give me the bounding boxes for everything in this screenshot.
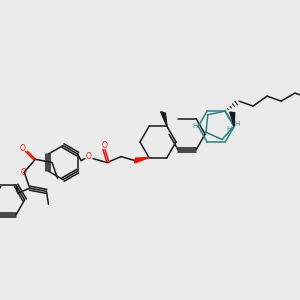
Text: O: O — [20, 144, 25, 153]
Text: H: H — [235, 122, 240, 128]
Text: H: H — [227, 126, 232, 132]
Polygon shape — [160, 112, 167, 126]
Text: O: O — [102, 141, 108, 150]
Polygon shape — [134, 158, 149, 163]
Polygon shape — [230, 112, 235, 126]
Text: O: O — [20, 168, 26, 177]
Text: O: O — [86, 152, 92, 161]
Text: H: H — [193, 123, 198, 129]
